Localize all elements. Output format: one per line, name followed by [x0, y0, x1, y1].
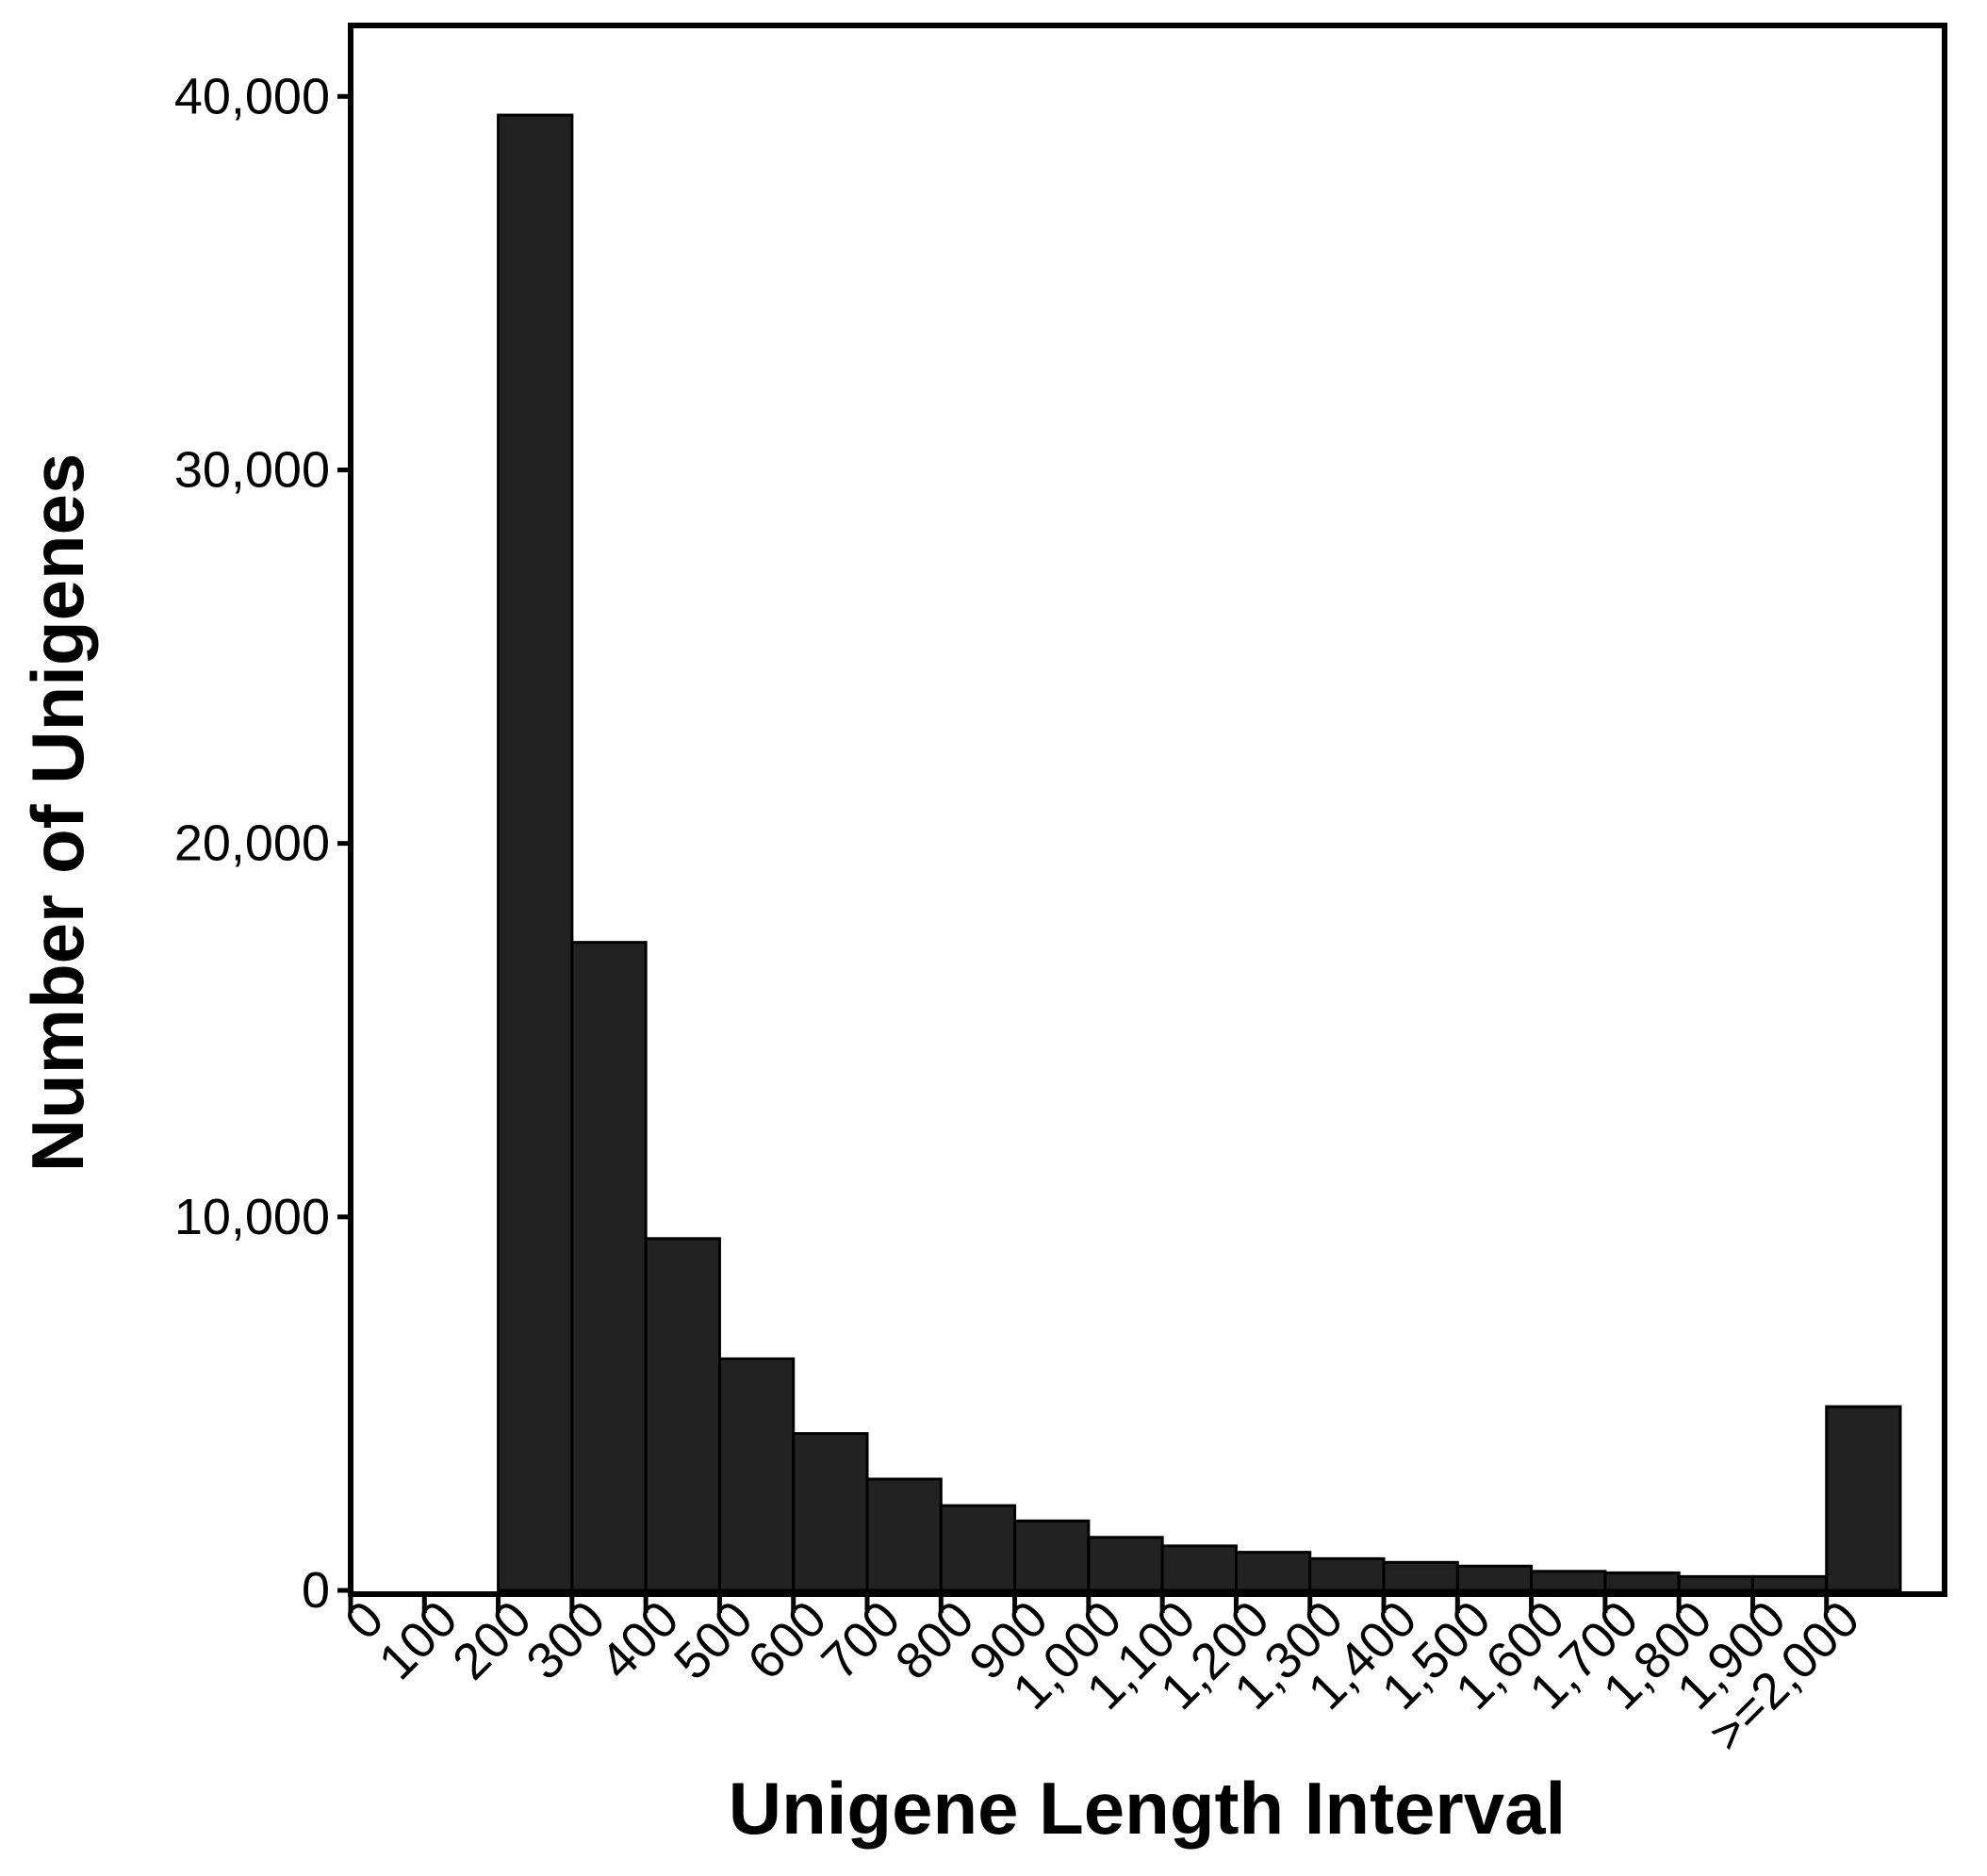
bar [865, 1477, 943, 1592]
x-axis-title: Unigene Length Interval [729, 1767, 1566, 1850]
y-tick-label: 10,000 [174, 1189, 330, 1245]
bar [1455, 1564, 1534, 1592]
y-axis-title: Number of Unigenes [16, 453, 99, 1173]
bar [1530, 1570, 1607, 1592]
bar [570, 941, 648, 1592]
bar [717, 1357, 796, 1592]
bar [1825, 1405, 1902, 1592]
bar [1013, 1519, 1091, 1592]
bar [644, 1237, 721, 1592]
y-tick-label: 0 [302, 1562, 330, 1619]
bar [1603, 1571, 1681, 1592]
plot-frame [348, 23, 1947, 1597]
bar [1308, 1556, 1386, 1592]
y-tick-label: 20,000 [174, 815, 330, 872]
bar [1750, 1574, 1829, 1592]
bar [1234, 1551, 1312, 1592]
bar [792, 1432, 869, 1592]
bar [1677, 1574, 1754, 1592]
bar [1382, 1560, 1459, 1592]
y-tick-label: 30,000 [174, 441, 330, 498]
bar [1160, 1544, 1238, 1592]
bar [1087, 1536, 1164, 1592]
bar [939, 1504, 1017, 1592]
y-tick-label: 40,000 [174, 68, 330, 124]
bar [497, 113, 574, 1592]
